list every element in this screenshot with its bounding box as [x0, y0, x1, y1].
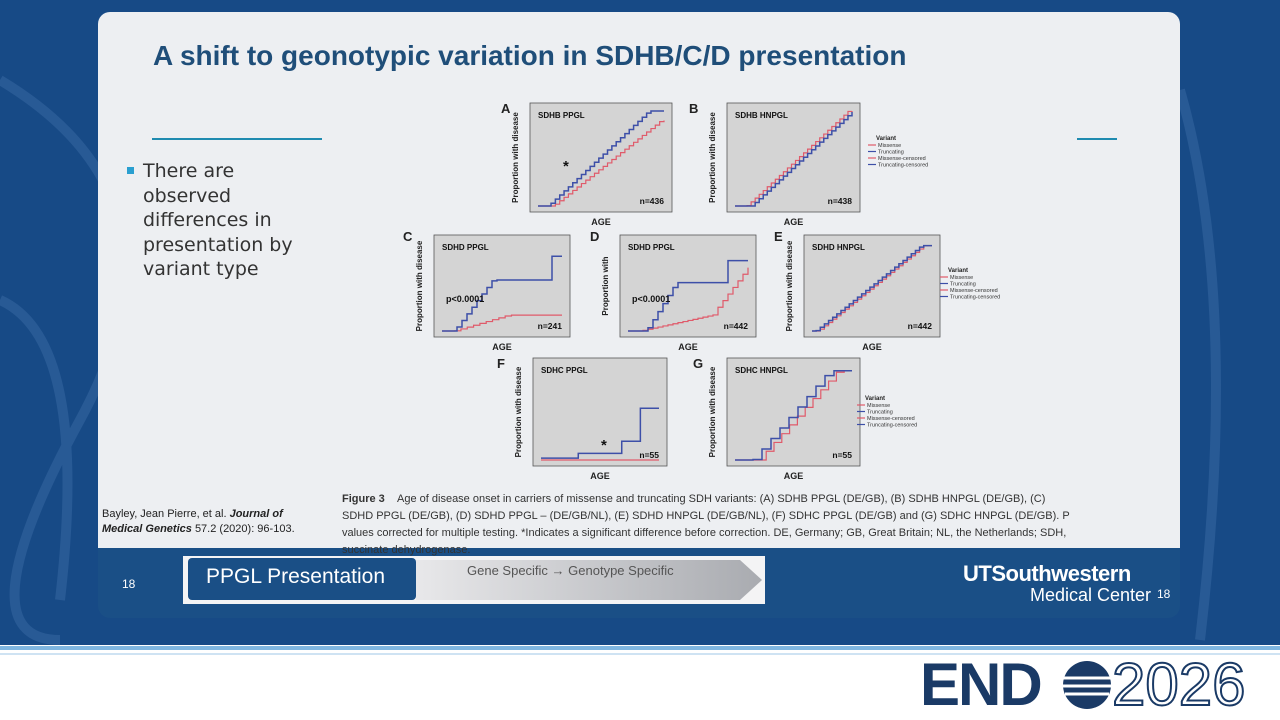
legend-title: Variant: [865, 396, 885, 402]
y-axis-label: Proportion with disease: [514, 366, 523, 457]
curve-truncating: [735, 112, 853, 207]
panel-title: SDHD HNPGL: [812, 243, 865, 252]
panel-title: SDHD PPGL: [442, 243, 489, 252]
plot-area: [433, 234, 571, 338]
panel-n: n=438: [828, 196, 853, 206]
panel-title: SDHB HNPGL: [735, 111, 788, 120]
plot-area: [726, 102, 861, 213]
conference-name: END: [920, 651, 1043, 718]
legend-entry: Truncating-censored: [878, 163, 928, 169]
legend-entry: Truncating: [878, 150, 904, 156]
panel-letter: D: [590, 229, 599, 244]
page-number: 18: [122, 577, 136, 591]
curve-missense: [538, 120, 665, 207]
y-axis-label: Proportion with: [601, 256, 610, 315]
panel-letter: G: [693, 356, 703, 371]
significance-mark: *: [563, 158, 569, 175]
caption-label: Figure 3: [342, 493, 385, 505]
x-axis-label: AGE: [862, 342, 882, 352]
curve-truncating: [735, 369, 852, 461]
logo-top: UTSouthwestern: [963, 561, 1131, 586]
panel-letter: F: [497, 356, 505, 371]
legend-entry: Truncating: [867, 410, 893, 416]
legend-title: Variant: [948, 268, 968, 274]
x-axis-label: AGE: [784, 217, 804, 227]
x-axis-label: AGE: [591, 217, 611, 227]
panel-n: n=241: [538, 321, 563, 331]
y-axis-label: Proportion with disease: [708, 366, 717, 457]
citation-authors: Bayley, Jean Pierre, et al.: [102, 508, 227, 520]
legend-entry: Missense: [950, 275, 973, 281]
caption-text: Age of disease onset in carriers of miss…: [342, 493, 1070, 556]
legend-entry: Truncating-censored: [950, 295, 1000, 301]
significance-mark: *: [601, 437, 607, 454]
plot-area: [726, 357, 861, 467]
curve-missense: [735, 110, 853, 207]
panel-title: SDHB PPGL: [538, 111, 585, 120]
panel-n: n=436: [640, 196, 665, 206]
panel-title: SDHC PPGL: [541, 366, 588, 375]
legend-title: Variant: [876, 136, 896, 142]
legend-entry: Missense: [867, 403, 890, 409]
p-value: p<0.0001: [446, 294, 484, 304]
y-axis-label: Proportion with disease: [415, 240, 424, 331]
panel-letter: C: [403, 229, 413, 244]
curve-missense: [442, 314, 562, 332]
citation-journal: Journal of Medical Genetics: [102, 508, 283, 535]
arrow-label: Gene Specific → Genotype Specific: [467, 563, 674, 578]
y-axis-label: Proportion with disease: [511, 112, 520, 203]
y-axis-label: Proportion with disease: [785, 240, 794, 331]
slide-title: A shift to geonotypic variation in SDHB/…: [153, 40, 907, 71]
x-axis-label: AGE: [590, 471, 610, 481]
logo-bottom: Medical Center: [1030, 585, 1152, 605]
x-axis-label: AGE: [784, 471, 804, 481]
y-axis-label: Proportion with disease: [708, 112, 717, 203]
x-axis-label: AGE: [678, 342, 698, 352]
legend-entry: Missense-censored: [867, 416, 915, 422]
panel-n: n=55: [639, 450, 659, 460]
panel-n: n=442: [724, 321, 749, 331]
panel-title: SDHD PPGL: [628, 243, 675, 252]
plot-area: [532, 357, 668, 467]
citation: Bayley, Jean Pierre, et al. Journal of M…: [102, 507, 312, 537]
panel-n: n=55: [832, 450, 852, 460]
panel-title: SDHC HNPGL: [735, 366, 788, 375]
banner: PPGL Presentation: [206, 565, 385, 588]
curve-truncating: [538, 110, 664, 207]
panel-letter: A: [501, 101, 511, 116]
bullet: There are observed differences in presen…: [143, 160, 293, 280]
x-axis-label: AGE: [492, 342, 512, 352]
panel-n: n=442: [908, 321, 933, 331]
legend-entry: Missense-censored: [878, 156, 926, 162]
conference-year: 2026: [1111, 650, 1246, 719]
legend-entry: Truncating: [950, 282, 976, 288]
caption: Figure 3 Age of disease onset in carrier…: [342, 491, 1070, 559]
curve-truncating: [812, 244, 932, 332]
panel-letter: E: [774, 229, 783, 244]
legend-entry: Missense-censored: [950, 288, 998, 294]
curve-truncating: [541, 407, 659, 459]
legend-entry: Truncating-censored: [867, 423, 917, 429]
curve-truncating: [442, 255, 562, 332]
p-value: p<0.0001: [632, 294, 670, 304]
legend-entry: Missense: [878, 143, 901, 149]
page-number: 18: [1157, 587, 1171, 601]
panel-letter: B: [689, 101, 698, 116]
citation-details: 57.2 (2020): 96-103.: [194, 523, 295, 535]
curve-truncating: [628, 259, 748, 332]
